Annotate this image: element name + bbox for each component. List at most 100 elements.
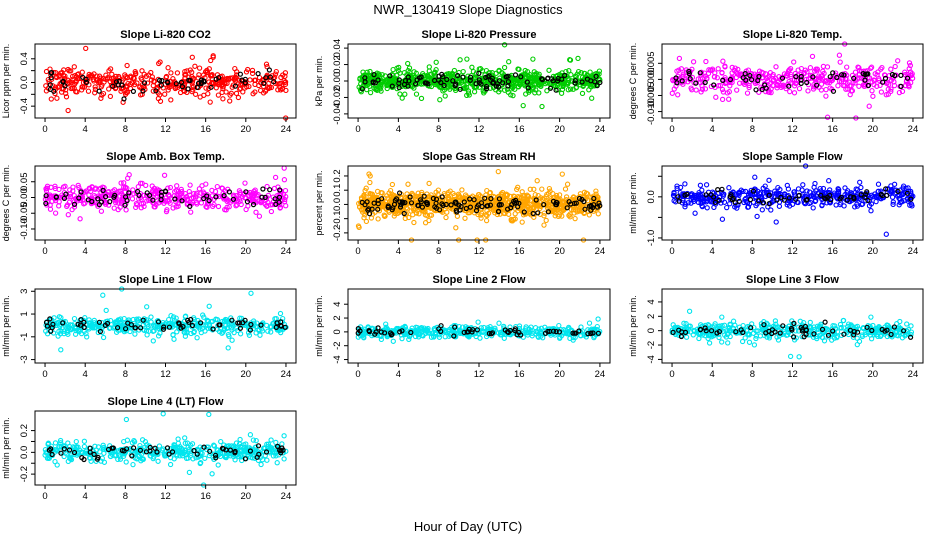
data-point-black <box>898 83 904 90</box>
data-point <box>428 334 435 340</box>
data-point <box>141 71 147 77</box>
data-point-black <box>457 86 463 92</box>
data-point <box>389 181 396 188</box>
data-point <box>892 63 898 70</box>
data-point <box>448 73 454 79</box>
data-point-black <box>524 79 530 85</box>
data-point-black <box>711 82 717 88</box>
data-point <box>269 201 276 208</box>
data-point-black <box>786 195 792 201</box>
data-point-black <box>848 194 854 200</box>
data-point <box>107 93 114 100</box>
data-point <box>43 328 49 334</box>
data-point <box>122 184 129 190</box>
data-point <box>857 179 863 185</box>
data-point <box>232 65 238 72</box>
x-tick-label: 12 <box>787 246 798 257</box>
data-point <box>74 89 80 95</box>
data-point-black <box>444 76 450 83</box>
panel-title: Slope Line 1 Flow <box>119 274 212 286</box>
data-point <box>804 188 810 194</box>
data-point <box>704 205 710 211</box>
data-point-black <box>432 77 438 84</box>
data-point <box>186 188 192 195</box>
data-point <box>236 80 242 86</box>
data-point <box>98 95 104 101</box>
data-point <box>719 96 726 103</box>
data-point <box>103 307 109 314</box>
data-point <box>225 345 231 351</box>
data-point-black <box>396 77 402 83</box>
data-point-black <box>389 331 395 337</box>
data-point-black <box>467 196 473 202</box>
data-point <box>506 59 512 65</box>
panel-y-label: ml/min per min. <box>1 295 11 357</box>
data-point <box>567 211 573 217</box>
data-point <box>735 66 741 73</box>
data-point <box>890 201 896 208</box>
data-point <box>61 328 67 334</box>
data-point-black <box>267 187 273 193</box>
data-point-black <box>375 77 381 83</box>
data-point <box>282 79 288 86</box>
data-point <box>529 333 535 339</box>
data-point <box>575 68 582 75</box>
data-point-black <box>473 208 480 214</box>
x-tick-label: 24 <box>281 124 292 135</box>
data-point-black <box>408 329 414 336</box>
data-point <box>414 324 421 331</box>
data-point <box>419 189 425 196</box>
data-point <box>283 203 289 209</box>
data-point-black <box>405 74 411 80</box>
data-point <box>456 197 463 203</box>
data-point-black <box>483 74 489 81</box>
data-point <box>556 322 562 329</box>
data-point-black <box>841 72 847 78</box>
data-point <box>252 89 258 95</box>
data-point-black <box>441 82 447 89</box>
data-point <box>118 200 124 206</box>
x-tick-label: 4 <box>83 246 88 257</box>
data-point <box>237 315 243 321</box>
data-point <box>57 331 64 337</box>
data-point <box>907 69 914 75</box>
data-point <box>123 207 129 213</box>
data-point-black <box>488 196 494 202</box>
data-point <box>200 189 206 195</box>
data-point-black <box>550 78 556 84</box>
y-tick-label: 0.0 <box>646 190 657 203</box>
data-point <box>188 195 195 201</box>
data-point-black <box>865 82 872 89</box>
data-point-black <box>97 328 104 335</box>
data-point <box>106 86 112 92</box>
data-point <box>361 192 367 198</box>
data-point-black <box>210 326 216 332</box>
data-point <box>271 185 278 192</box>
data-point-black <box>235 320 241 326</box>
panel-3: Slope Li-820 Temp.degrees C per min.0 4 8 1… <box>628 29 924 135</box>
data-point <box>399 325 406 331</box>
data-point <box>435 187 442 193</box>
data-point <box>561 199 567 205</box>
panel-y-label: Licor ppm per min. <box>1 44 11 119</box>
data-point <box>43 68 50 75</box>
data-point-black <box>50 321 56 327</box>
data-point <box>813 197 819 204</box>
data-point <box>376 80 382 86</box>
data-point-black <box>453 207 459 213</box>
data-point <box>755 193 762 199</box>
data-point <box>754 80 760 86</box>
data-point <box>457 84 463 90</box>
data-point <box>744 90 751 96</box>
data-point-black <box>47 316 53 322</box>
data-point <box>144 332 150 338</box>
data-point-black <box>781 197 787 203</box>
data-point <box>476 330 482 337</box>
data-point-black <box>798 80 804 87</box>
data-point-black <box>122 194 129 200</box>
data-point <box>282 70 289 76</box>
y-tick-label: 0.0 <box>19 76 30 89</box>
data-point <box>56 83 62 89</box>
data-point <box>390 338 396 344</box>
data-point <box>205 91 211 97</box>
